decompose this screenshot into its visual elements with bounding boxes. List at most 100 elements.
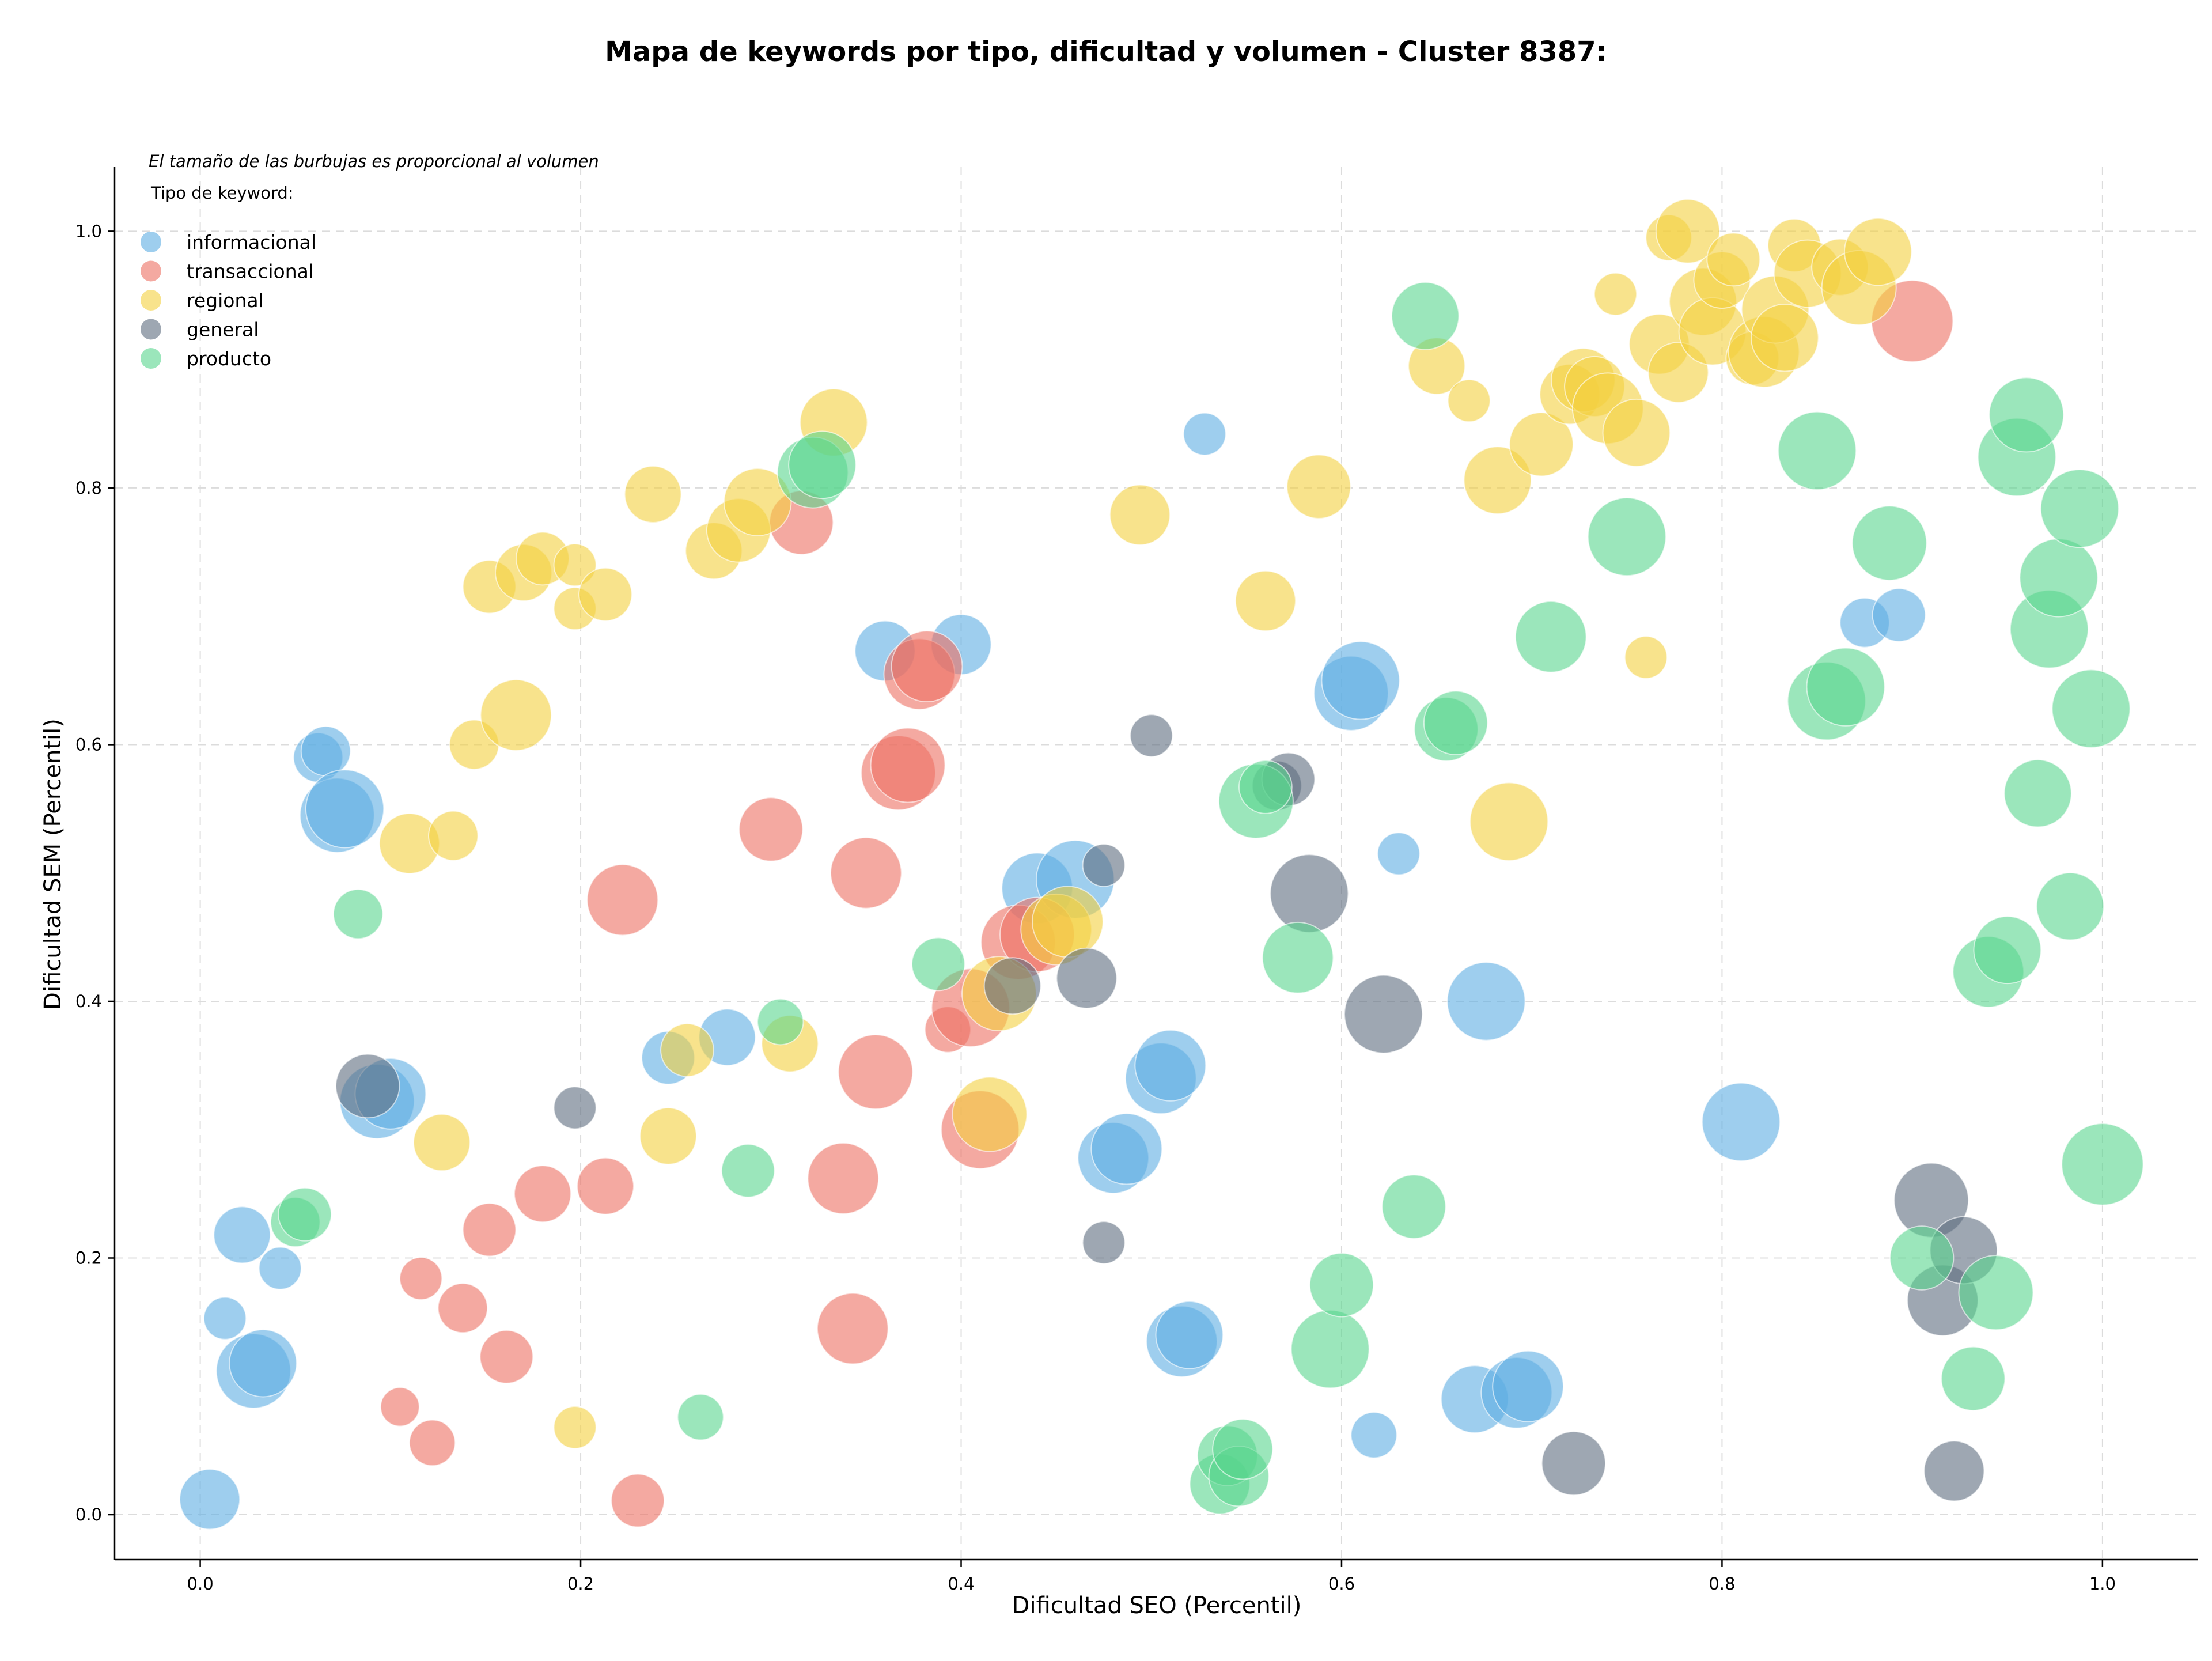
bubble-regional <box>412 1114 471 1172</box>
bubble-producto <box>1941 1346 2006 1412</box>
bubble-producto <box>757 998 804 1046</box>
bubble-producto <box>1777 411 1857 490</box>
bubble-producto <box>1958 1255 2034 1331</box>
bubble-regional <box>723 468 792 536</box>
legend-marker-transaccional <box>141 260 161 282</box>
bubble-regional <box>1286 454 1351 519</box>
bubble-general <box>1541 1431 1607 1496</box>
bubble-regional <box>1469 782 1549 861</box>
bubble-producto <box>2040 468 2119 548</box>
bubble-producto <box>1212 1418 1274 1480</box>
bubble-regional <box>1602 398 1671 467</box>
x-axis-label: Dificultad SEO (Percentil) <box>1012 1592 1302 1619</box>
bubble-transaccional <box>891 630 963 702</box>
legend-marker-producto <box>141 348 161 369</box>
bubble-transaccional <box>870 727 946 803</box>
bubble-producto <box>1806 647 1885 727</box>
bubble-general <box>1082 1221 1126 1265</box>
bubble-informacional <box>258 1246 302 1290</box>
bubble-producto <box>1391 282 1460 350</box>
bubble-general <box>1082 843 1126 887</box>
bubble-general <box>1056 947 1118 1009</box>
bubble-informacional <box>1377 832 1421 876</box>
bubble-producto <box>721 1144 775 1198</box>
bubble-producto <box>788 430 857 500</box>
bubble-informacional <box>1492 1350 1564 1422</box>
bubble-informacional <box>1446 962 1526 1041</box>
bubble-informacional <box>203 1296 247 1340</box>
bubble-transaccional <box>462 1202 517 1257</box>
legend-marker-informacional <box>141 232 161 252</box>
bubble-regional <box>1109 484 1171 546</box>
bubble-regional <box>639 1107 697 1165</box>
bubble-transaccional <box>479 1330 534 1384</box>
legend-marker-general <box>141 319 161 340</box>
y-tick-label: 0.6 <box>75 735 102 754</box>
bubble-regional <box>480 679 552 751</box>
bubble-regional <box>1509 411 1574 477</box>
y-axis-label: Dificultad SEM (Percentil) <box>40 718 66 1010</box>
bubbles <box>179 199 2144 1530</box>
bubble-producto <box>1973 915 2042 985</box>
bubble-transaccional <box>514 1165 572 1223</box>
legend-label-regional: regional <box>187 289 264 312</box>
legend-label-general: general <box>187 319 259 341</box>
bubble-regional <box>428 810 479 861</box>
bubble-producto <box>911 937 965 992</box>
bubble-transaccional <box>437 1282 488 1334</box>
bubble-informacional <box>1321 641 1400 720</box>
bubble-producto <box>1587 497 1666 577</box>
bubble-transaccional <box>380 1387 420 1427</box>
bubble-producto <box>2051 669 2131 748</box>
bubble-size-note: El tamaño de las burbujas es proporciona… <box>149 152 599 171</box>
bubble-regional <box>1234 570 1296 632</box>
bubble-informacional <box>1872 588 1926 642</box>
bubble-informacional <box>300 725 351 777</box>
bubble-transaccional <box>399 1257 443 1300</box>
y-tick-label: 0.4 <box>75 992 102 1011</box>
x-tick-label: 0.6 <box>1328 1574 1355 1594</box>
x-tick-label: 0.0 <box>187 1574 214 1594</box>
bubble-general <box>1923 1440 1985 1502</box>
bubble-informacional <box>1183 412 1226 456</box>
y-tick-label: 1.0 <box>75 221 102 241</box>
bubble-general <box>1270 854 1349 933</box>
bubble-regional <box>1751 303 1819 372</box>
bubble-producto <box>332 888 384 940</box>
x-tick-label: 1.0 <box>2089 1574 2116 1594</box>
bubble-transaccional <box>816 1292 889 1365</box>
y-tick-label: 0.2 <box>75 1248 102 1268</box>
bubble-informacional <box>305 769 385 849</box>
bubble-regional <box>1843 217 1912 286</box>
legend: Tipo de keyword: informacional transaccio… <box>141 183 316 370</box>
bubble-producto <box>2061 1123 2144 1206</box>
bubble-transaccional <box>576 1157 634 1215</box>
bubble-informacional <box>1350 1412 1397 1459</box>
bubble-transaccional <box>738 797 804 862</box>
bubble-regional <box>553 1405 597 1450</box>
bubble-producto <box>677 1394 724 1441</box>
chart-title: Mapa de keywords por tipo, dificultad y … <box>605 36 1607 68</box>
bubble-general <box>553 1086 597 1130</box>
bubble-regional <box>624 466 682 524</box>
bubble-regional <box>578 567 632 622</box>
x-tick-label: 0.2 <box>567 1574 594 1594</box>
bubble-producto <box>278 1187 332 1242</box>
bubble-producto <box>1988 377 2065 453</box>
bubble-transaccional <box>838 1034 914 1110</box>
legend-label-transaccional: transaccional <box>187 260 314 283</box>
bubble-transaccional <box>807 1142 880 1214</box>
bubble-regional <box>660 1023 714 1077</box>
bubble-producto <box>1889 1225 1955 1291</box>
y-tick-label: 0.8 <box>75 478 102 498</box>
x-tick-label: 0.8 <box>1709 1574 1735 1594</box>
y-tick-label: 0.0 <box>75 1505 102 1524</box>
axis-ticks: 0.0 0.2 0.4 0.6 0.8 1.0 0.0 0.2 0.4 0.6 0.8 1.0 <box>75 221 2116 1594</box>
bubble-producto <box>1238 760 1293 814</box>
bubble-producto <box>1309 1253 1374 1318</box>
bubble-general <box>983 957 1041 1015</box>
bubble-transaccional <box>408 1419 456 1466</box>
bubble-producto <box>2019 538 2099 618</box>
bubble-producto <box>1290 1310 1370 1389</box>
bubble-informacional <box>179 1469 241 1530</box>
